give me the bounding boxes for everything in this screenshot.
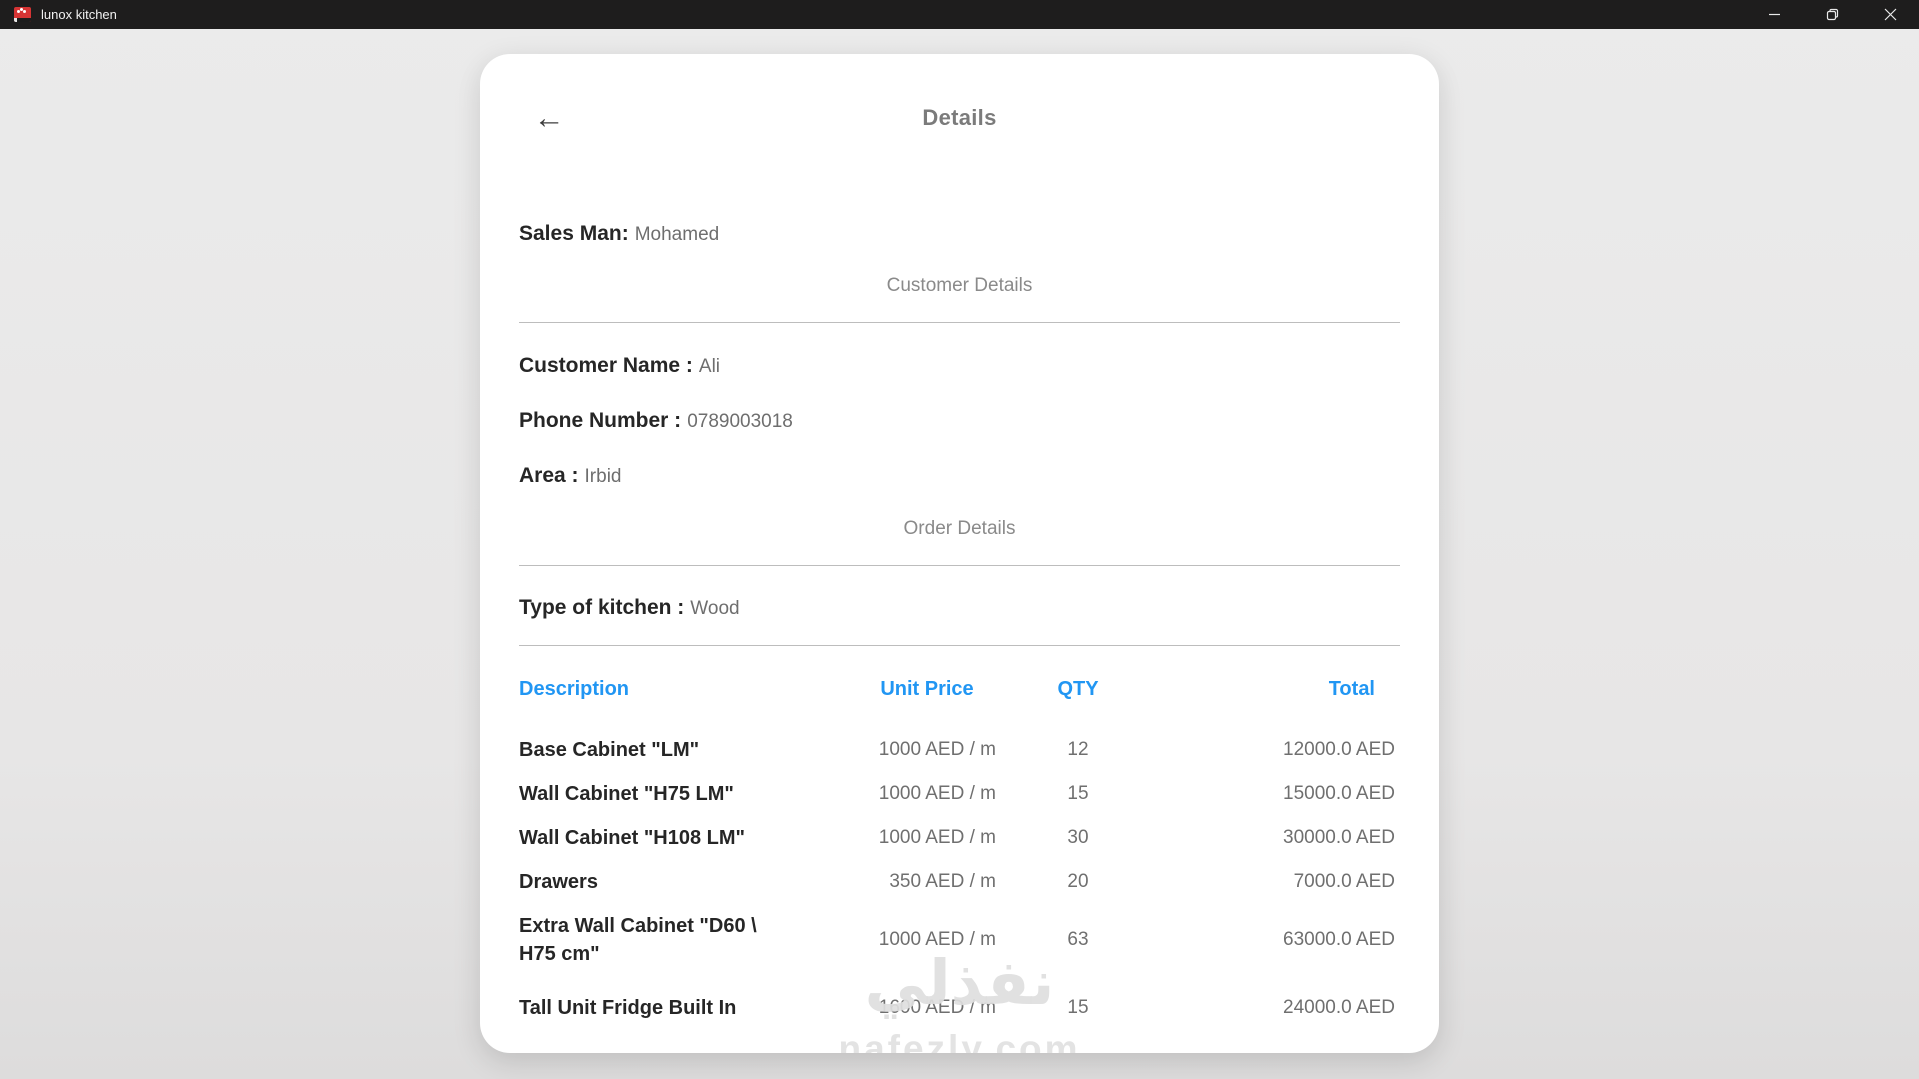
customer-name-value: Ali — [698, 356, 721, 377]
table-row: Drawers 350 AED / m 20 7000.0 AED — [519, 868, 1400, 896]
app-logo-icon — [14, 7, 31, 22]
cell-qty: 63 — [1067, 929, 1089, 950]
area-label: Area : — [519, 464, 579, 487]
restore-icon — [1826, 8, 1839, 21]
column-header-total: Total — [1328, 677, 1375, 700]
cell-description: Drawers — [519, 871, 598, 893]
cell-description: Base Cabinet "LM" — [519, 739, 700, 761]
minimize-button[interactable] — [1745, 0, 1803, 29]
customer-name-label: Customer Name : — [519, 354, 693, 377]
phone-number-label: Phone Number : — [519, 409, 682, 432]
cell-total: 12000.0 AED — [1283, 739, 1395, 760]
close-button[interactable] — [1861, 0, 1919, 29]
page-title: Details — [922, 105, 997, 130]
cell-unit-price: 1000 AED / m — [878, 739, 996, 760]
cell-description: Wall Cabinet "H108 LM" — [519, 827, 746, 849]
cell-unit-price: 1000 AED / m — [878, 929, 996, 950]
salesman-row: Sales Man: Mohamed — [519, 220, 1400, 248]
phone-number-row: Phone Number :0789003018 — [519, 407, 1400, 435]
cell-description: Tall Unit Fridge Built In — [519, 997, 737, 1019]
kitchen-type-label: Type of kitchen : — [519, 596, 685, 619]
column-header-description: Description — [519, 677, 630, 700]
divider — [519, 565, 1400, 566]
column-header-unit-price: Unit Price — [880, 677, 974, 700]
order-table-header: Description Unit Price QTY Total — [519, 675, 1400, 703]
cell-qty: 15 — [1067, 783, 1089, 804]
area-row: Area : Irbid — [519, 462, 1400, 490]
card-header: ← Details — [519, 98, 1400, 138]
kitchen-type-value: Wood — [690, 598, 740, 619]
table-row: Tall Unit Fridge Built In 1600 AED / m 1… — [519, 994, 1400, 1022]
cell-total: 30000.0 AED — [1283, 827, 1395, 848]
cell-total: 7000.0 AED — [1293, 871, 1395, 892]
details-card: ← Details Sales Man: Mohamed Customer Det… — [480, 54, 1439, 1053]
table-row: Wall Cabinet "H108 LM" 1000 AED / m 30 3… — [519, 824, 1400, 852]
cell-description: Wall Cabinet "H75 LM" — [519, 783, 734, 805]
window-title: lunox kitchen — [41, 7, 117, 22]
column-header-qty: QTY — [1057, 677, 1099, 700]
titlebar: lunox kitchen — [0, 0, 1919, 29]
cell-unit-price: 350 AED / m — [889, 871, 996, 892]
table-row: Base Cabinet "LM" 1000 AED / m 12 12000.… — [519, 736, 1400, 764]
table-row: Wall Cabinet "H75 LM" 1000 AED / m 15 15… — [519, 780, 1400, 808]
customer-name-row: Customer Name : Ali — [519, 352, 1400, 380]
cell-total: 63000.0 AED — [1283, 929, 1395, 950]
salesman-value: Mohamed — [634, 224, 720, 245]
cell-qty: 15 — [1067, 997, 1089, 1018]
watermark-domain-text: nafezly.com — [838, 1028, 1081, 1053]
minimize-icon — [1768, 8, 1781, 21]
cell-qty: 12 — [1067, 739, 1089, 760]
cell-unit-price: 1000 AED / m — [878, 783, 996, 804]
customer-details-section-title: Customer Details — [886, 275, 1033, 296]
back-button[interactable]: ← — [527, 98, 571, 138]
cell-total: 15000.0 AED — [1283, 783, 1395, 804]
window-controls — [1745, 0, 1919, 29]
cell-unit-price: 1600 AED / m — [878, 997, 996, 1018]
close-icon — [1884, 8, 1897, 21]
restore-button[interactable] — [1803, 0, 1861, 29]
cell-unit-price: 1000 AED / m — [878, 827, 996, 848]
area-value: Irbid — [584, 466, 622, 487]
divider — [519, 645, 1400, 646]
kitchen-type-row: Type of kitchen : Wood — [519, 594, 1400, 622]
order-table-body: Base Cabinet "LM" 1000 AED / m 12 12000.… — [519, 736, 1400, 1022]
cell-qty: 30 — [1067, 827, 1089, 848]
order-details-section-title: Order Details — [903, 518, 1016, 539]
salesman-label: Sales Man: — [519, 222, 629, 245]
phone-number-value: 0789003018 — [687, 411, 793, 432]
table-row: Extra Wall Cabinet "D60 \ H75 cm" 1000 A… — [519, 912, 1400, 968]
cell-qty: 20 — [1067, 871, 1089, 892]
cell-description: Extra Wall Cabinet "D60 \ H75 cm" — [519, 915, 757, 965]
divider — [519, 322, 1400, 323]
cell-total: 24000.0 AED — [1283, 997, 1395, 1018]
